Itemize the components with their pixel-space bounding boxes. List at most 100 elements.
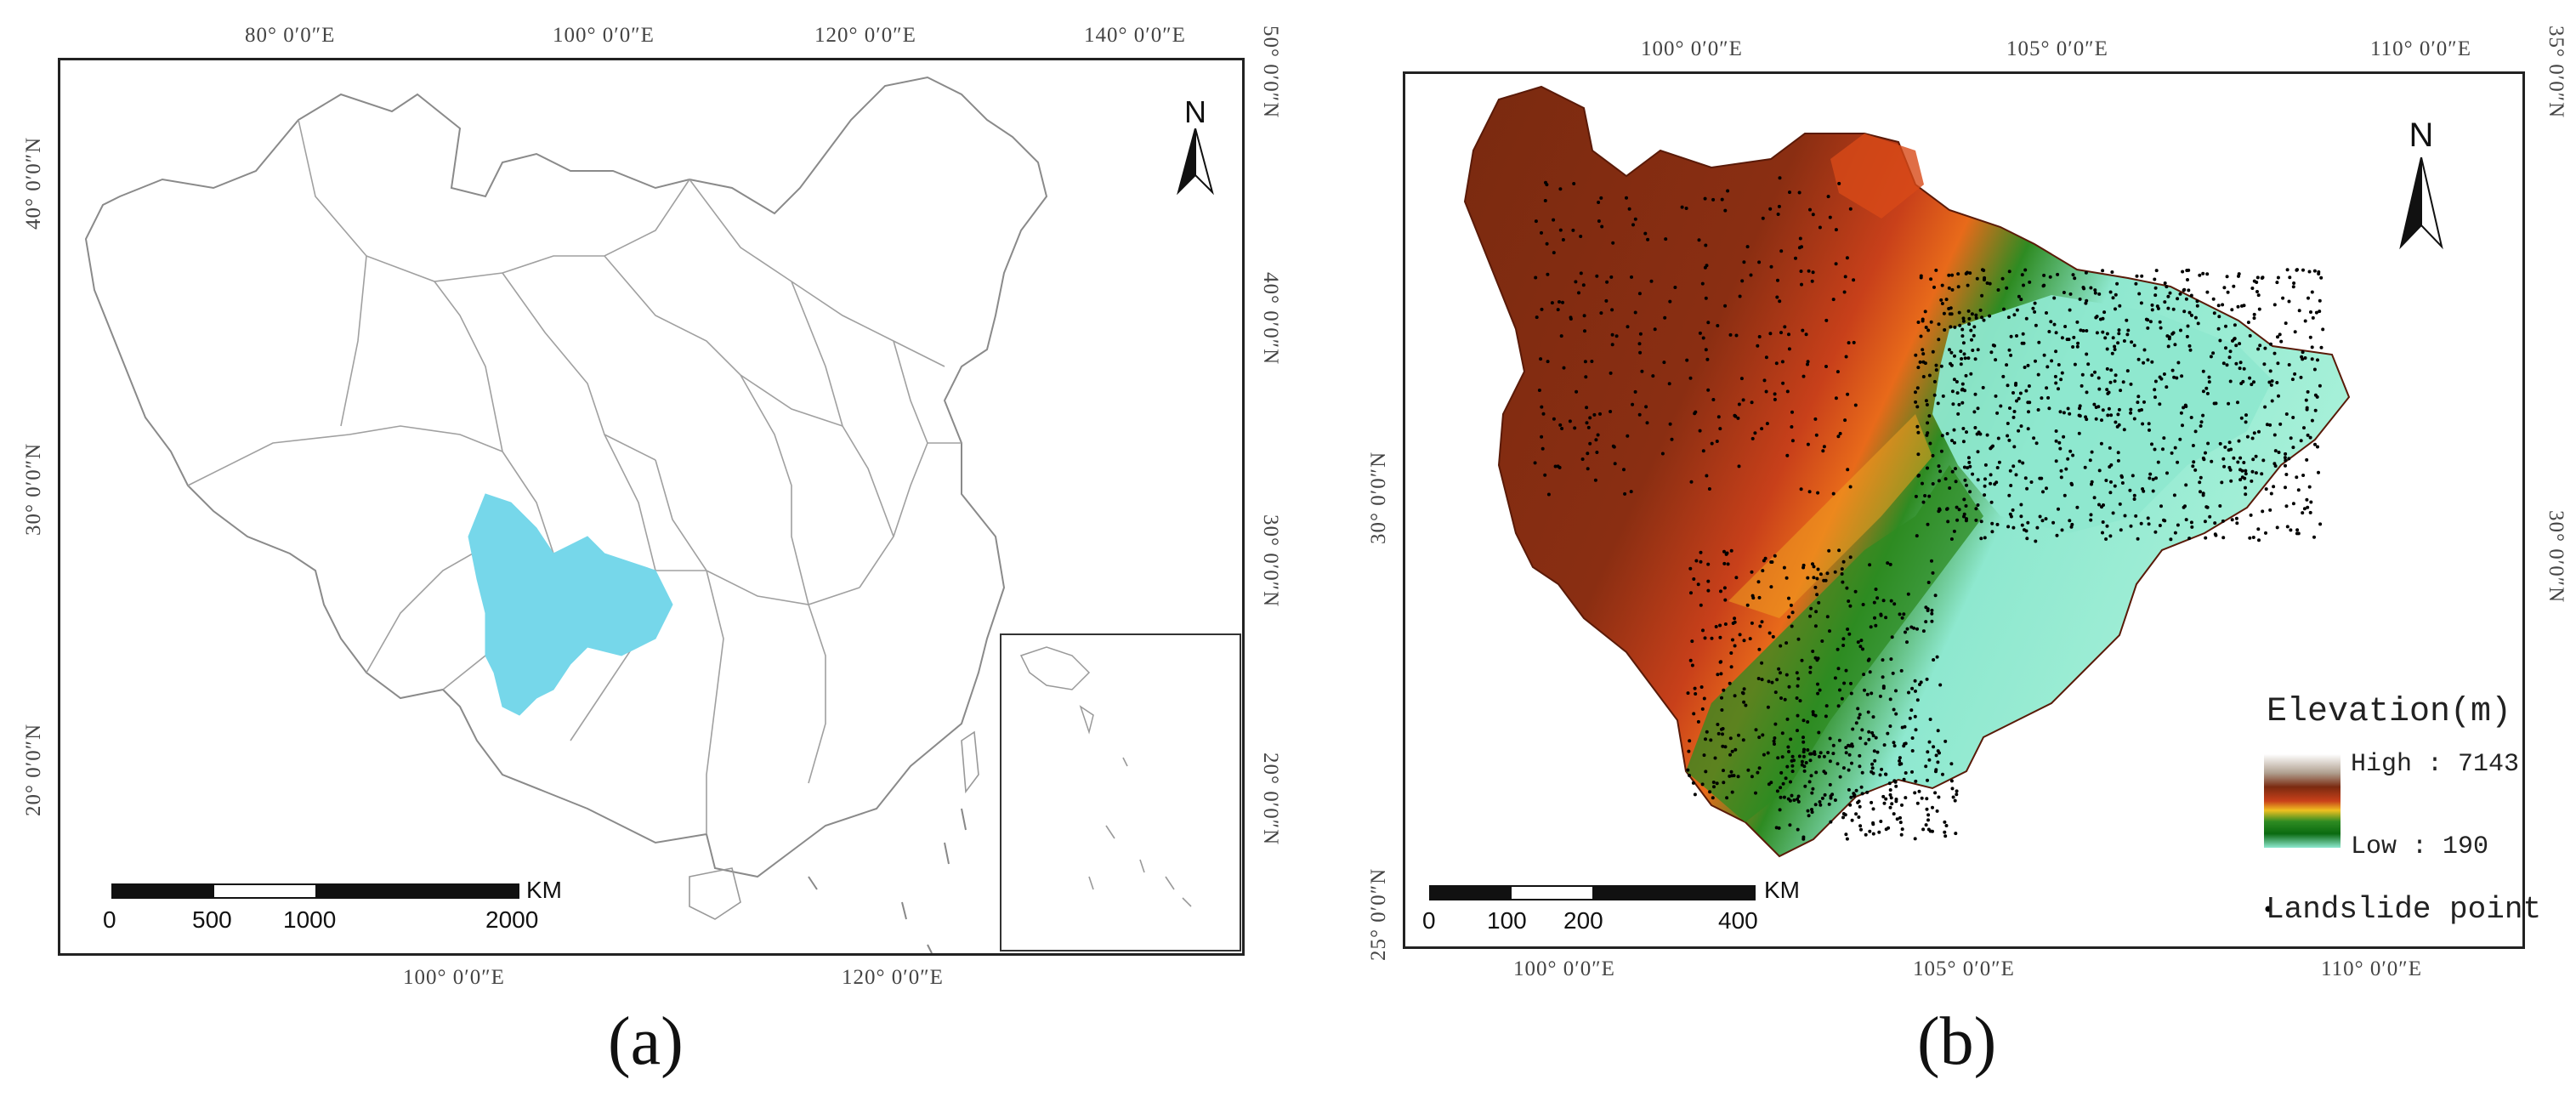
landslide-point — [2002, 307, 2006, 311]
landslide-point — [2232, 284, 2236, 288]
landslide-point — [1750, 621, 1754, 625]
landslide-point — [2158, 524, 2162, 527]
landslide-point — [2284, 321, 2288, 326]
landslide-point — [1903, 724, 1907, 729]
landslide-point — [1813, 624, 1818, 628]
landslide-point — [1770, 680, 1774, 684]
taiwan-island — [961, 730, 979, 794]
landslide-point — [2233, 323, 2237, 327]
landslide-point — [1819, 751, 1823, 755]
landslide-point — [2047, 330, 2051, 333]
landslide-point — [1546, 272, 1550, 276]
landslide-point — [2171, 307, 2176, 311]
landslide-point — [2153, 277, 2157, 281]
landslide-point — [1540, 435, 1544, 439]
landslide-point — [1649, 279, 1654, 283]
landslide-point — [1815, 593, 1819, 597]
landslide-point — [1879, 612, 1883, 616]
landslide-point — [1734, 576, 1739, 580]
landslide-point — [1966, 466, 1970, 470]
landslide-point — [1663, 315, 1667, 320]
landslide-point — [2186, 278, 2189, 281]
a-right-label-2: 40° 0′0″N — [1259, 272, 1282, 366]
landslide-point — [2032, 436, 2036, 440]
landslide-point — [1726, 562, 1730, 566]
landslide-point — [1831, 298, 1836, 302]
landslide-point — [2165, 471, 2169, 475]
landslide-point — [1939, 449, 1943, 453]
landslide-point — [2125, 332, 2130, 337]
landslide-point — [2289, 436, 2293, 440]
landslide-point — [2244, 486, 2247, 490]
landslide-point — [2102, 310, 2107, 315]
landslide-point — [1790, 793, 1794, 798]
landslide-point — [2295, 528, 2300, 532]
landslide-point — [2078, 297, 2082, 301]
landslide-point — [2101, 531, 2104, 535]
landslide-point — [1809, 774, 1813, 778]
landslide-point — [1863, 688, 1866, 692]
landslide-point — [2284, 463, 2287, 468]
landslide-point — [2109, 368, 2114, 372]
landslide-point — [1762, 378, 1767, 383]
landslide-point — [2249, 513, 2253, 517]
landslide-point — [2318, 383, 2322, 388]
landslide-point — [1626, 325, 1630, 329]
landslide-point — [2068, 412, 2072, 416]
landslide-point — [1858, 645, 1863, 649]
landslide-point — [2173, 446, 2177, 450]
landslide-point — [1778, 176, 1782, 180]
landslide-point — [1688, 376, 1693, 380]
landslide-point — [1741, 398, 1745, 402]
landslide-point — [1798, 699, 1802, 703]
landslide-point — [2191, 464, 2195, 469]
landslide-point — [1773, 554, 1777, 558]
landslide-point — [1736, 416, 1740, 420]
landslide-point — [2022, 283, 2025, 287]
landslide-point — [1790, 410, 1794, 414]
landslide-point — [1847, 599, 1851, 603]
landslide-point — [1857, 716, 1861, 720]
landslide-point — [1802, 769, 1807, 773]
landslide-point — [1961, 341, 1966, 345]
landslide-point — [1852, 794, 1856, 798]
landslide-point — [2165, 385, 2169, 389]
landslide-point — [2085, 352, 2089, 356]
landslide-point — [2078, 404, 2082, 408]
landslide-point — [1841, 815, 1845, 820]
landslide-point — [2136, 357, 2141, 361]
landslide-point — [1929, 320, 1933, 324]
landslide-point — [1967, 322, 1972, 327]
landslide-point — [2172, 493, 2176, 497]
landslide-point — [1543, 199, 1547, 202]
landslide-point — [1854, 721, 1858, 725]
landslide-point — [1723, 208, 1728, 213]
landslide-point — [2179, 411, 2183, 415]
landslide-point — [1923, 310, 1927, 314]
landslide-point — [2312, 535, 2316, 539]
landslide-point — [2017, 459, 2022, 463]
landslide-point — [1807, 269, 1811, 273]
b-left-label-1: 30° 0′0″N — [1367, 451, 1390, 544]
landslide-point — [2204, 451, 2207, 455]
landslide-point — [1750, 775, 1754, 779]
landslide-point — [2075, 505, 2080, 509]
landslide-point — [2083, 465, 2087, 469]
landslide-point — [1871, 807, 1875, 811]
landslide-point — [1783, 325, 1787, 329]
a-top-label-3: 120° 0′0″E — [814, 24, 916, 47]
landslide-point — [1630, 275, 1633, 279]
landslide-point — [1938, 469, 1943, 474]
landslide-point — [1705, 264, 1709, 268]
landslide-point — [2243, 476, 2247, 480]
landslide-point — [2067, 338, 2071, 342]
landslide-point — [1880, 767, 1884, 771]
landslide-point — [1631, 223, 1635, 227]
landslide-point — [2244, 472, 2248, 476]
landslide-point — [1625, 196, 1628, 200]
landslide-point — [2093, 291, 2097, 295]
landslide-point — [1718, 427, 1722, 431]
landslide-point — [2225, 275, 2229, 279]
landslide-point — [1546, 360, 1550, 364]
landslide-point — [1847, 753, 1852, 757]
